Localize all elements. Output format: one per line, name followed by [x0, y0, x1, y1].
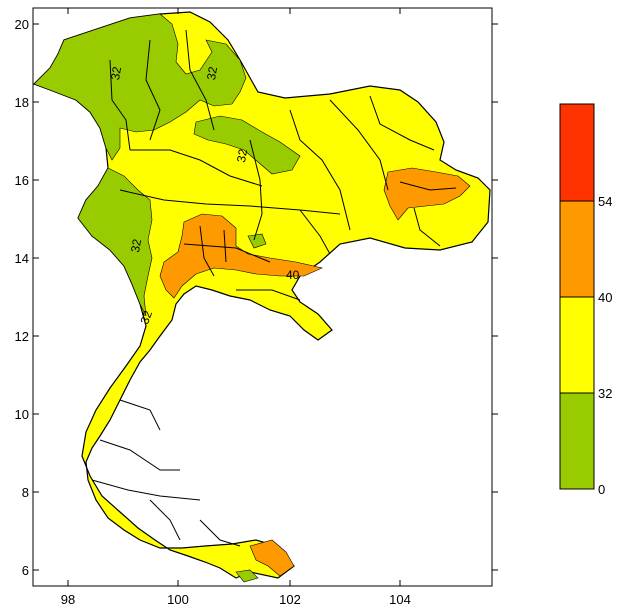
y-tick-label: 12	[15, 329, 29, 344]
x-tick-label: 102	[279, 592, 301, 607]
green-region-central-north	[193, 115, 301, 175]
color-legend: 54 40 32 0	[559, 103, 612, 497]
legend-tick-label: 0	[598, 482, 605, 497]
y-tick-label: 6	[22, 563, 29, 578]
legend-tick-label: 40	[598, 290, 612, 305]
contour-label: 32	[137, 308, 155, 326]
green-region-west	[77, 167, 153, 317]
province-border	[329, 99, 389, 191]
province-border	[99, 439, 180, 471]
legend-tick-label: 32	[598, 386, 612, 401]
province-border	[109, 59, 131, 151]
green-region-south-tip	[235, 569, 259, 583]
province-borders	[91, 29, 457, 547]
x-tick-label: 100	[167, 592, 189, 607]
orange-region-south	[249, 539, 295, 577]
province-border	[249, 139, 263, 241]
province-border	[183, 243, 271, 263]
legend-bin-green	[559, 392, 595, 490]
contour-labels: 32 32 32 32 40 32	[108, 65, 300, 326]
contour-label: 32	[234, 148, 250, 164]
y-tick-label: 20	[15, 17, 29, 32]
x-axis-labels: 98 100 102 104	[61, 592, 411, 607]
green-region-small-central	[247, 233, 267, 249]
legend-bin-orange	[559, 200, 595, 298]
orange-region-east	[383, 167, 471, 221]
province-border	[149, 499, 181, 541]
province-border	[199, 225, 215, 277]
province-border	[145, 39, 161, 141]
contour-label: 32	[204, 65, 220, 81]
zone-below-32	[33, 13, 301, 583]
province-border	[199, 519, 241, 547]
x-tick-label: 98	[61, 592, 75, 607]
province-border	[413, 207, 441, 247]
province-border	[369, 95, 435, 151]
contour-label: 40	[286, 268, 300, 282]
y-tick-label: 16	[15, 173, 29, 188]
province-border	[236, 289, 301, 301]
legend-tick-label: 54	[598, 194, 612, 209]
province-border	[130, 149, 263, 187]
province-border	[299, 209, 331, 255]
y-axis	[33, 23, 498, 571]
province-border	[223, 229, 227, 263]
contour-label: 32	[108, 65, 124, 81]
y-tick-label: 8	[22, 485, 29, 500]
province-border	[119, 189, 341, 215]
y-tick-label: 14	[15, 251, 29, 266]
province-border	[399, 181, 457, 191]
legend-bin-red	[559, 103, 595, 202]
province-border	[119, 399, 161, 431]
province-border	[91, 479, 201, 501]
x-tick-label: 104	[389, 592, 411, 607]
orange-region-central	[159, 213, 323, 299]
y-tick-label: 10	[15, 407, 29, 422]
x-axis	[67, 8, 401, 586]
legend-bin-yellow	[559, 296, 595, 394]
contour-label: 32	[128, 238, 144, 254]
province-border	[289, 109, 351, 231]
y-tick-label: 18	[15, 95, 29, 110]
province-border	[185, 29, 215, 131]
y-axis-labels: 6 8 10 12 14 16 18 20	[15, 17, 29, 578]
zone-40-to-54	[159, 167, 471, 577]
